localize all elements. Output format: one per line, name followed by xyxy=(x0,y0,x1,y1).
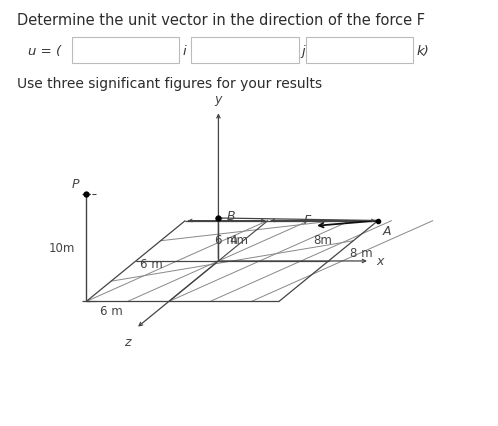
FancyBboxPatch shape xyxy=(72,38,179,64)
Text: A: A xyxy=(382,225,391,237)
Text: P: P xyxy=(72,177,79,190)
Text: 10m: 10m xyxy=(49,242,75,255)
Text: 4m: 4m xyxy=(230,233,249,246)
Text: 8 m: 8 m xyxy=(350,247,373,260)
Text: y: y xyxy=(215,93,222,106)
Text: j +: j + xyxy=(302,45,321,58)
Text: i +: i + xyxy=(183,45,202,58)
Text: z: z xyxy=(124,335,131,348)
Text: u = (: u = ( xyxy=(28,45,61,58)
Text: x: x xyxy=(376,255,384,268)
Text: Use three significant figures for your results: Use three significant figures for your r… xyxy=(16,76,322,90)
Text: F: F xyxy=(303,213,311,226)
Text: 6 m: 6 m xyxy=(215,234,238,247)
Text: B: B xyxy=(227,210,235,223)
Text: Determine the unit vector in the direction of the force F: Determine the unit vector in the directi… xyxy=(16,13,424,28)
Text: 8m: 8m xyxy=(314,234,333,247)
Text: 6 m: 6 m xyxy=(140,258,163,271)
Text: k): k) xyxy=(417,45,429,58)
FancyBboxPatch shape xyxy=(306,38,413,64)
FancyBboxPatch shape xyxy=(191,38,299,64)
Text: 6 m: 6 m xyxy=(100,304,123,317)
